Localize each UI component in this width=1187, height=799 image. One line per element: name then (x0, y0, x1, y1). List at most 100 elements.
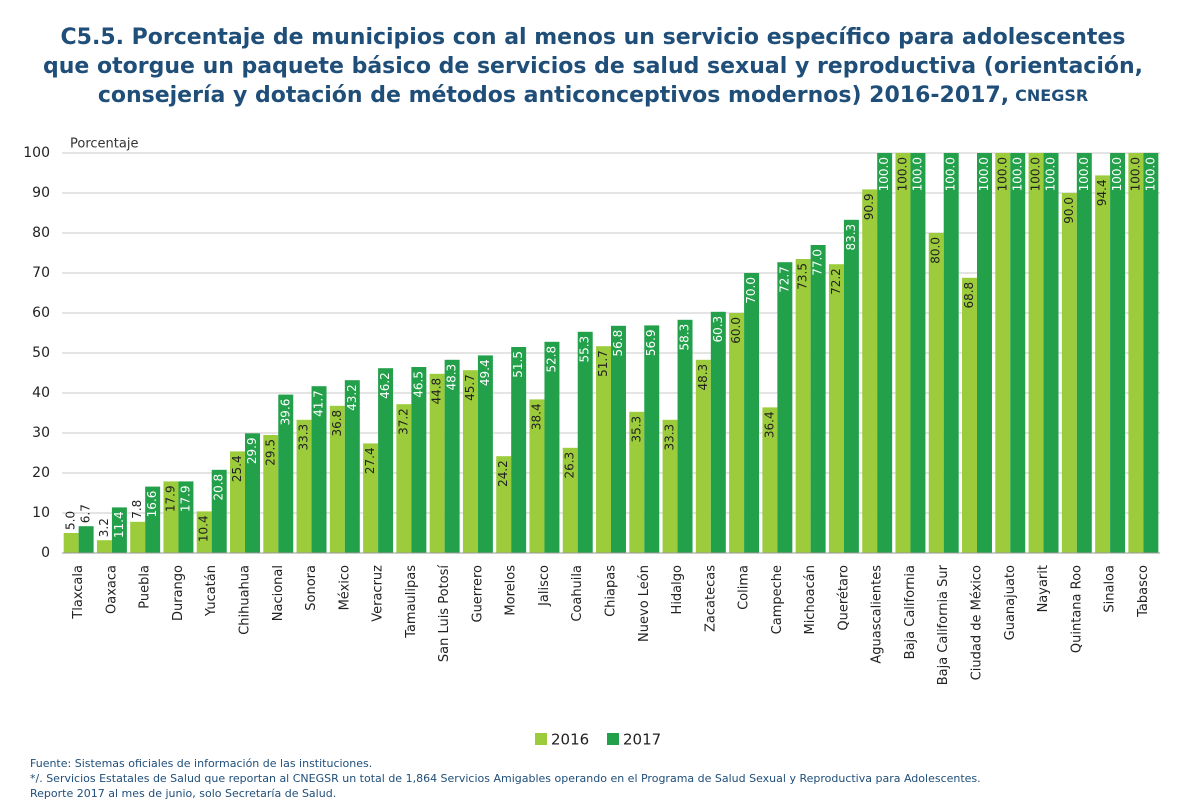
x-tick-label: Michoacán (803, 565, 818, 635)
value-label: 20.8 (212, 474, 226, 501)
x-tick-label: Zacatecas (703, 565, 718, 632)
x-tick-label: Chihuahua (238, 565, 253, 635)
x-tick-label: Sinaloa (1103, 565, 1118, 613)
value-label: 36.8 (330, 410, 344, 437)
bar (1028, 153, 1044, 553)
value-label: 100.0 (995, 157, 1009, 191)
bar (1095, 175, 1111, 553)
x-tick-label: Oaxaca (104, 565, 119, 614)
value-label: 43.2 (345, 384, 359, 411)
y-tick-label: 70 (32, 265, 50, 281)
value-label: 58.3 (678, 324, 692, 351)
value-label: 39.6 (278, 399, 292, 426)
value-label: 52.8 (544, 346, 558, 373)
chart-title: C5.5. Porcentaje de municipios con al me… (61, 25, 1126, 50)
value-label: 100.0 (895, 157, 909, 191)
bar (910, 153, 926, 553)
bar (363, 443, 379, 553)
value-label: 100.0 (944, 157, 958, 191)
bar (496, 456, 512, 553)
footnote: Reporte 2017 al mes de junio, solo Secre… (30, 787, 336, 799)
y-tick-label: 10 (32, 505, 50, 521)
bar (529, 399, 545, 553)
x-tick-label: Sonora (304, 565, 319, 611)
x-tick-label: San Luis Potosí (437, 565, 452, 663)
legend-label: 2016 (551, 731, 589, 749)
bar (96, 540, 112, 553)
x-tick-label: Nuevo León (637, 565, 652, 642)
value-label: 90.0 (1062, 197, 1076, 224)
chart-title: que otorgue un paquete básico de servici… (43, 54, 1143, 79)
bar (311, 386, 327, 553)
x-tick-label: Quintana Roo (1069, 565, 1084, 653)
value-label: 100.0 (1110, 157, 1124, 191)
bar (895, 153, 911, 553)
y-axis-label: Porcentaje (70, 137, 138, 152)
bar (777, 262, 793, 553)
x-tick-label: Chiapas (604, 565, 619, 617)
value-label: 48.3 (445, 364, 459, 391)
value-label: 56.9 (644, 329, 658, 356)
bar (263, 435, 279, 553)
value-label: 100.0 (1077, 157, 1091, 191)
x-tick-label: Puebla (138, 565, 153, 609)
value-label: 37.2 (396, 408, 410, 435)
bar (444, 359, 460, 553)
bar (995, 153, 1011, 553)
x-tick-label: Hidalgo (670, 565, 685, 614)
value-label: 77.0 (811, 249, 825, 276)
bar (1043, 153, 1059, 553)
value-label: 100.0 (877, 157, 891, 191)
bar (477, 355, 493, 553)
value-label: 24.2 (496, 460, 510, 487)
value-label: 33.3 (297, 424, 311, 451)
bar (762, 407, 778, 553)
x-tick-label: Durango (171, 565, 186, 621)
bar (943, 153, 959, 553)
x-tick-label: México (337, 565, 352, 610)
value-label: 17.9 (178, 485, 192, 512)
value-label: 48.3 (696, 364, 710, 391)
bar (662, 419, 678, 553)
x-tick-label: Ciudad de México (970, 565, 985, 680)
value-label: 100.0 (1029, 157, 1043, 191)
y-tick-label: 20 (32, 465, 50, 481)
value-label: 27.4 (363, 447, 377, 474)
bar (196, 511, 212, 553)
value-label: 80.0 (929, 237, 943, 264)
bar (562, 447, 578, 553)
x-tick-label: Guerrero (470, 565, 485, 623)
bar (677, 319, 693, 553)
value-label: 46.2 (378, 372, 392, 399)
x-tick-label: Coahuila (570, 565, 585, 622)
value-label: 56.8 (611, 330, 625, 357)
value-label: 33.3 (663, 424, 677, 451)
x-tick-label: Veracruz (371, 565, 386, 622)
value-label: 38.4 (529, 403, 543, 430)
y-tick-label: 90 (32, 185, 50, 201)
title-line: C5.5. Porcentaje de municipios con al me… (61, 25, 1126, 50)
value-label: 26.3 (563, 452, 577, 479)
value-label: 41.7 (312, 390, 326, 417)
value-label: 60.0 (729, 317, 743, 344)
value-label: 100.0 (1143, 157, 1157, 191)
bar (962, 277, 977, 553)
bar (1143, 153, 1159, 553)
x-tick-label: Baja California Sur (936, 564, 951, 685)
bar (744, 273, 760, 553)
x-tick-label: Nayarit (1036, 565, 1051, 612)
bar (596, 346, 611, 553)
bar (862, 189, 878, 553)
value-label: 72.7 (777, 266, 791, 293)
bar (729, 313, 745, 553)
value-label: 5.0 (64, 511, 78, 530)
value-label: 29.9 (245, 437, 259, 464)
bar (977, 153, 992, 553)
value-label: 49.4 (478, 359, 492, 386)
value-label: 100.0 (977, 157, 991, 191)
title-line: consejería y dotación de métodos anticon… (98, 83, 1009, 108)
y-tick-label: 80 (32, 225, 50, 241)
x-tick-label: Colima (737, 565, 752, 610)
bar (629, 411, 645, 553)
